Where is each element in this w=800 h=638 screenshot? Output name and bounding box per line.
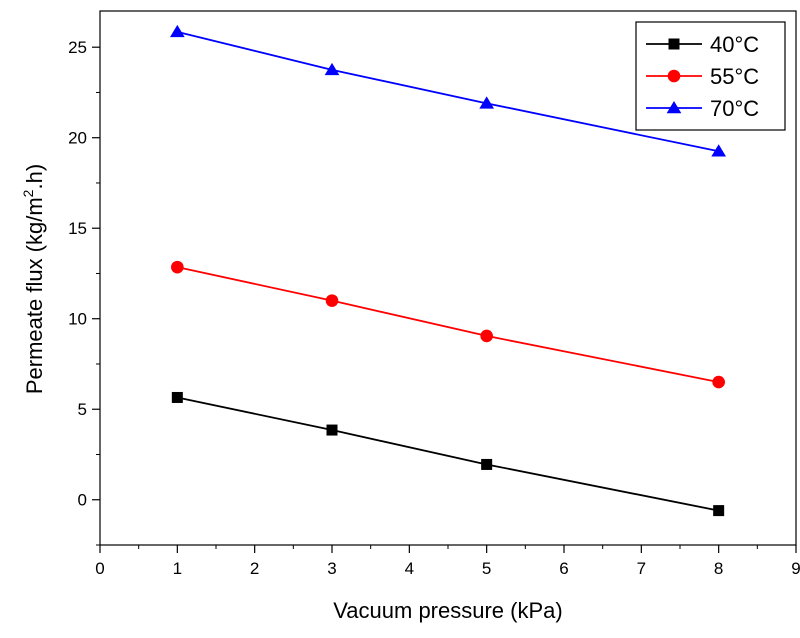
x-tick-label: 0 [95,559,104,578]
series-1 [171,391,725,517]
legend-label: 70°C [710,96,759,121]
y-tick-label: 20 [68,129,87,148]
series-group [169,24,727,517]
data-point [480,329,493,343]
x-tick-label: 7 [637,559,646,578]
x-tick-label: 3 [327,559,336,578]
y-axis-title-tail: .h) [22,164,47,190]
y-axis-title-main: Permeate flux (kg/m [22,197,47,394]
y-axis-title-superscript: 2 [20,189,36,197]
y-tick-label: 10 [68,310,87,329]
series-line [177,266,719,383]
x-tick-label: 5 [482,559,491,578]
legend-marker [667,69,681,83]
x-axis-title: Vacuum pressure (kPa) [333,598,562,623]
data-point [171,391,183,403]
data-point [169,24,185,38]
data-point [326,424,338,436]
data-point [479,96,495,109]
legend-label: 55°C [710,64,759,89]
legend-marker [668,38,680,50]
x-tick-label: 1 [173,559,182,578]
series-3 [169,24,727,157]
y-tick-label: 0 [78,491,87,510]
series-line [177,30,719,153]
data-point [712,375,725,389]
x-axis: 0 1 2 3 4 5 6 7 8 9 [95,545,800,578]
series-line [177,396,719,512]
y-tick-label: 25 [68,38,87,57]
data-point [711,144,727,157]
data-point [481,458,493,470]
data-point [713,505,725,517]
x-tick-label: 2 [250,559,259,578]
legend-marker [666,101,682,114]
x-tick-label: 6 [559,559,568,578]
y-tick-label: 5 [78,400,87,419]
x-tick-label: 9 [791,559,800,578]
data-point [324,62,340,76]
data-point [171,260,184,274]
series-2 [171,260,725,389]
data-point [325,294,339,307]
x-tick-label: 4 [405,559,414,578]
y-axis-title: Permeate flux (kg/m2.h) [20,164,47,394]
legend-label: 40°C [710,32,759,57]
y-axis: 0 5 10 15 20 25 [68,38,100,546]
x-tick-label: 8 [714,559,723,578]
y-tick-label: 15 [68,219,87,238]
legend: 40°C 55°C 70°C [635,21,786,131]
